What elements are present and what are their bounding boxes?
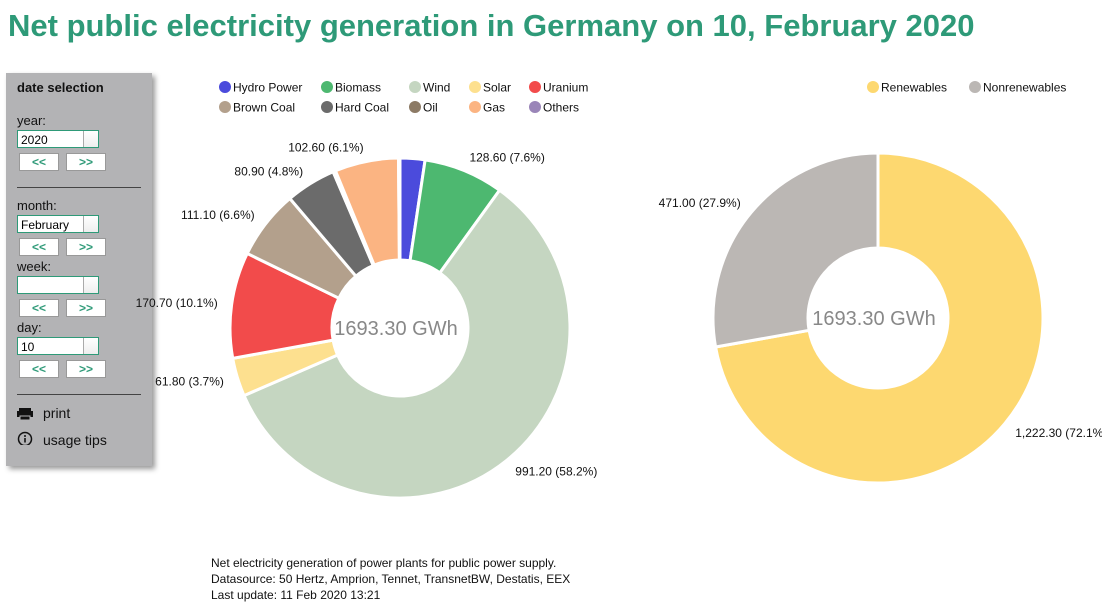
legend-marker — [409, 81, 421, 93]
year-label: year: — [17, 113, 46, 128]
slice — [242, 188, 572, 500]
panel-title: date selection — [17, 80, 104, 95]
prev-year-button[interactable]: << — [19, 153, 59, 171]
divider — [17, 394, 141, 395]
prev-day-button[interactable]: << — [19, 360, 59, 378]
legend-marker — [321, 101, 333, 113]
legend-label: Gas — [483, 101, 505, 115]
value-label: 128.60 (7.6%) — [469, 151, 544, 165]
usage-tips-link[interactable]: usage tips — [43, 432, 107, 448]
icons — [17, 408, 33, 445]
month-label: month: — [17, 198, 57, 213]
legend-marker — [469, 101, 481, 113]
slice — [713, 151, 1045, 485]
legend-label: Nonrenewables — [983, 81, 1066, 95]
legend-label: Uranium — [543, 81, 588, 95]
footer-line: Net electricity generation of power plan… — [211, 556, 557, 570]
next-week-button[interactable]: >> — [66, 299, 106, 317]
legend-marker — [321, 81, 333, 93]
legend-label: Hard Coal — [335, 101, 389, 115]
value-label: 102.60 (6.1%) — [288, 141, 363, 155]
page-title: Net public electricity generation in Ger… — [8, 8, 975, 43]
legend-marker — [969, 81, 981, 93]
print-link[interactable]: print — [43, 405, 71, 421]
legend-label: Hydro Power — [233, 81, 302, 95]
value-label: 170.70 (10.1%) — [136, 296, 218, 310]
value-label: 61.80 (3.7%) — [155, 374, 224, 388]
value-label: 111.10 (6.6%) — [181, 208, 255, 222]
prev-month-button[interactable]: << — [19, 238, 59, 256]
legend-label: Wind — [423, 81, 450, 95]
legend-label: Solar — [483, 81, 511, 95]
slice — [711, 151, 880, 349]
legend-marker — [219, 81, 231, 93]
legend-marker — [409, 101, 421, 113]
year-select[interactable]: 2020 — [17, 130, 99, 148]
next-year-button[interactable]: >> — [66, 153, 106, 171]
date-selection-panel: date selection year: 2020 << >> month: F… — [6, 73, 152, 466]
legend-label: Renewables — [881, 81, 947, 95]
legend-marker — [529, 101, 541, 113]
legend-marker — [469, 81, 481, 93]
legend-label: Others — [543, 101, 579, 115]
week-select[interactable] — [17, 276, 99, 294]
day-label: day: — [17, 320, 42, 335]
day-select[interactable]: 10 — [17, 337, 99, 355]
legend-marker — [219, 101, 231, 113]
legend-label: Brown Coal — [233, 101, 295, 115]
slice — [396, 156, 402, 262]
value-label: 80.90 (4.8%) — [234, 165, 303, 179]
month-select[interactable]: February — [17, 215, 99, 233]
value-label: 991.20 (58.2%) — [515, 464, 597, 478]
legend-label: Oil — [423, 101, 438, 115]
footer-line: Datasource: 50 Hertz, Amprion, Tennet, T… — [211, 572, 571, 586]
charts: Hydro Power 128.60 (7.6%) Biomass 991.20 (5… — [136, 81, 1102, 500]
week-label: week: — [17, 259, 51, 274]
center-label: 1693.30 GWh — [334, 318, 457, 340]
next-day-button[interactable]: >> — [66, 360, 106, 378]
footer: Net electricity generation of power plan… — [211, 555, 570, 603]
value-label: 1,222.30 (72.1%) — [1015, 426, 1102, 440]
center-label: 1693.30 GWh — [812, 308, 935, 330]
divider — [17, 187, 141, 188]
legend-marker — [529, 81, 541, 93]
next-month-button[interactable]: >> — [66, 238, 106, 256]
prev-week-button[interactable]: << — [19, 299, 59, 317]
footer-line: Last update: 11 Feb 2020 13:21 — [211, 588, 381, 602]
value-label: 471.00 (27.9%) — [659, 196, 741, 210]
legend-label: Biomass — [335, 81, 381, 95]
legend-marker — [867, 81, 879, 93]
